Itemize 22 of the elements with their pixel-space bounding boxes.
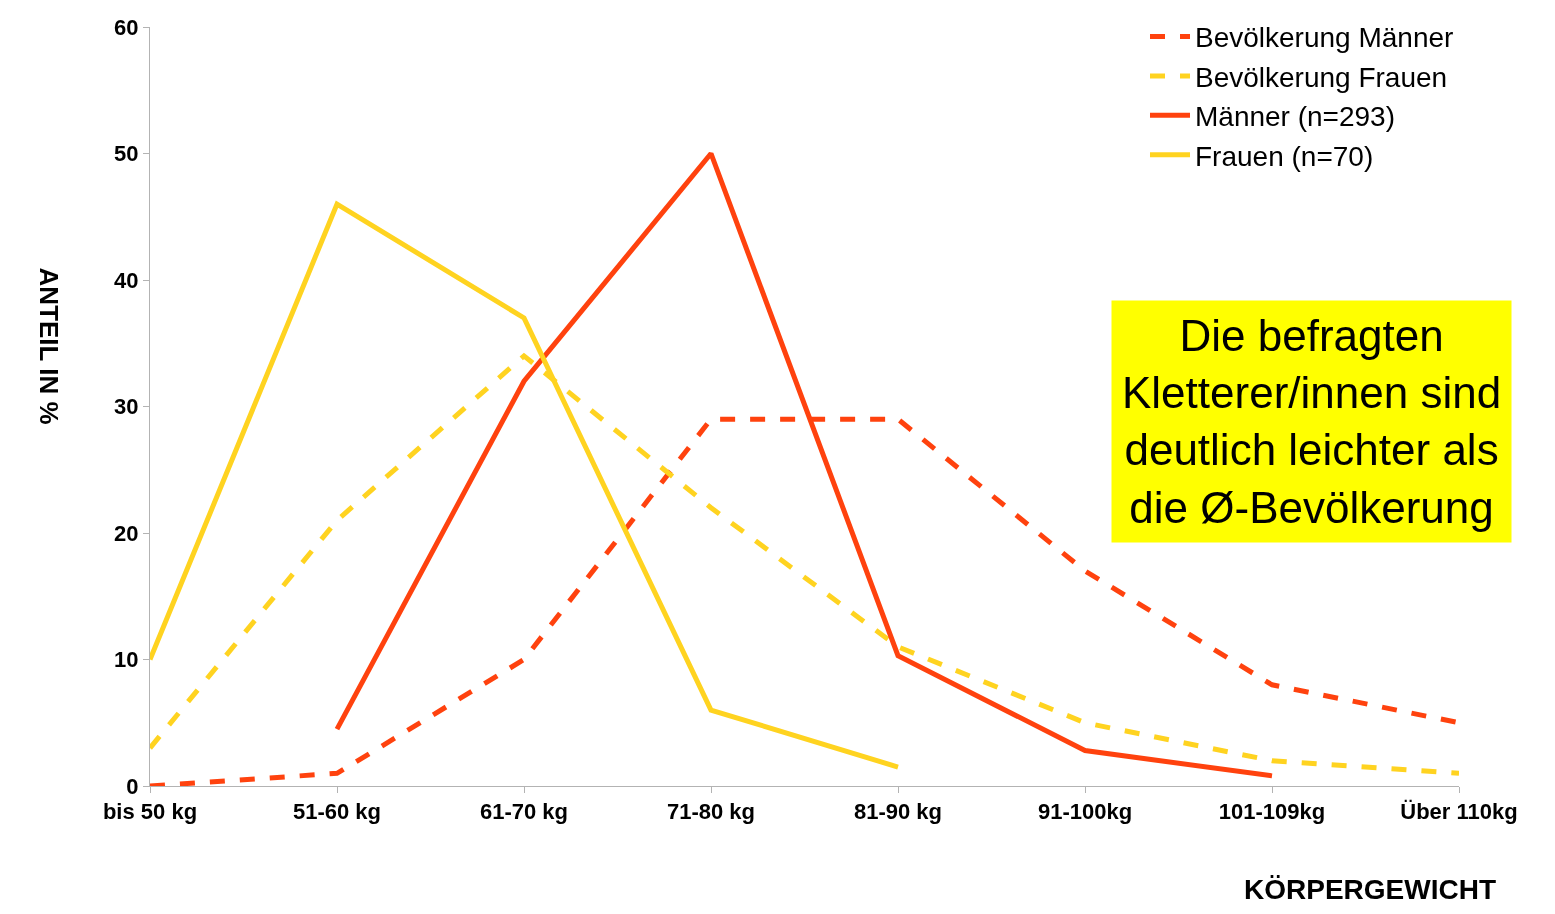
y-tick-label: 10 <box>114 647 139 673</box>
x-tick-label: 71-80 kg <box>666 799 756 825</box>
legend-label: Frauen (n=70) <box>1195 140 1374 172</box>
legend-label: Männer (n=293) <box>1195 101 1396 133</box>
y-tick-label: 40 <box>114 267 139 293</box>
legend-label: Bevölkerung Männer <box>1195 22 1454 54</box>
x-tick-label: 91-100kg <box>1037 799 1133 825</box>
x-tick-label: 101-109kg <box>1218 799 1326 825</box>
y-axis-title: ANTEIL IN % <box>33 267 64 425</box>
x-axis-title: KÖRPERGEWICHT <box>1244 874 1496 905</box>
x-tick-label: 81-90 kg <box>853 799 943 825</box>
y-tick-label: 50 <box>114 141 139 167</box>
x-tick-label: 51-60 kg <box>292 799 382 825</box>
x-tick-label: 61-70 kg <box>479 799 569 825</box>
y-tick-label: 20 <box>114 520 139 546</box>
x-tick-label: bis 50 kg <box>102 799 198 825</box>
x-tick-label: Über 110kg <box>1400 799 1518 825</box>
annotation: Die befragten Kletterer/innen sind deutlich leichter als die Ø-Bevölkerung <box>1122 311 1502 532</box>
y-tick-label: 0 <box>126 773 139 799</box>
y-tick-label: 30 <box>114 394 139 420</box>
legend-label: Bevölkerung Frauen <box>1195 61 1448 93</box>
y-tick-label: 60 <box>114 14 139 40</box>
